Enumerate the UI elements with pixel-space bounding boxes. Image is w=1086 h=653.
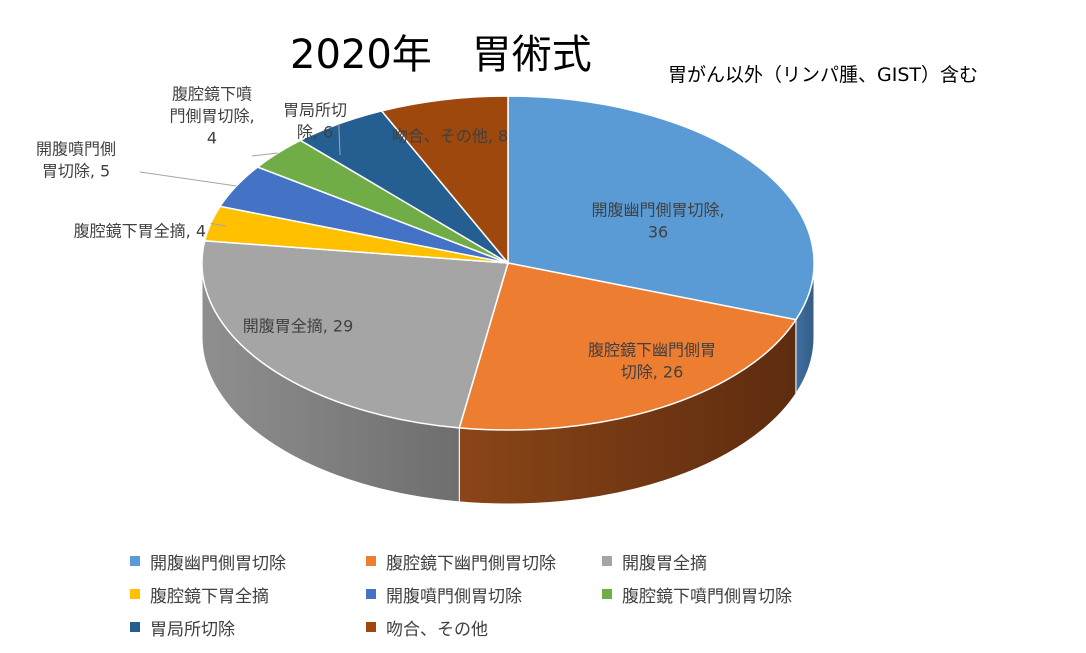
legend-item: 腹腔鏡下噴門側胃切除 xyxy=(602,581,838,607)
legend-item: 胃局所切除 xyxy=(130,614,366,640)
legend-label: 胃局所切除 xyxy=(150,619,235,640)
chart-subtitle: 胃がん以外（リンパ腫、GIST）含む xyxy=(668,64,978,86)
data-label-2: 腹腔鏡下幽門側胃切除, 26 xyxy=(588,341,716,382)
legend-item: 開腹幽門側胃切除 xyxy=(130,548,366,574)
legend-label: 腹腔鏡下胃全摘 xyxy=(150,586,269,607)
legend-label: 開腹幽門側胃切除 xyxy=(150,553,286,574)
legend-item: 開腹胃全摘 xyxy=(602,548,838,574)
data-label-4: 腹腔鏡下胃全摘, 4 xyxy=(74,222,206,241)
legend-item: 腹腔鏡下幽門側胃切除 xyxy=(366,548,602,574)
leader-line-4 xyxy=(210,222,227,227)
legend-label: 開腹胃全摘 xyxy=(622,553,707,574)
legend-label: 吻合、その他 xyxy=(386,619,488,640)
pie-slice-2 xyxy=(458,262,798,431)
pie-slice-8 xyxy=(380,95,509,266)
pie-chart: 開腹幽門側胃切除, 36 腹腔鏡下幽門側胃切除, 26 開腹胃全摘, 29 腹腔鏡下胃全… xyxy=(36,85,815,505)
legend-label: 腹腔鏡下幽門側胃切除 xyxy=(386,553,556,574)
pie-slice-1 xyxy=(507,95,815,321)
legend-swatch xyxy=(130,589,140,599)
leader-line-7 xyxy=(338,123,341,156)
legend-swatch xyxy=(366,556,376,566)
data-label-7: 胃局所切除, 6 xyxy=(283,101,347,142)
legend-item: 腹腔鏡下胃全摘 xyxy=(130,581,366,607)
data-label-3: 開腹胃全摘, 29 xyxy=(243,317,354,336)
data-label-6: 腹腔鏡下噴門側胃切除, 4 xyxy=(169,85,254,148)
data-label-5: 開腹噴門側胃切除, 5 xyxy=(36,140,116,181)
legend-label: 開腹噴門側胃切除 xyxy=(386,586,522,607)
pie-sides xyxy=(201,262,815,505)
pie-labels: 開腹幽門側胃切除, 36 腹腔鏡下幽門側胃切除, 26 開腹胃全摘, 29 腹腔鏡下胃全… xyxy=(36,85,725,382)
data-label-8: 吻合、その他, 8 xyxy=(392,127,508,146)
chart-title: 2020年 胃術式 xyxy=(290,32,592,78)
legend-swatch xyxy=(602,589,612,599)
leader-line-5 xyxy=(139,171,237,187)
legend-item: 開腹噴門側胃切除 xyxy=(366,581,602,607)
legend-label: 腹腔鏡下噴門側胃切除 xyxy=(622,586,792,607)
pie-slice-3 xyxy=(201,240,509,429)
legend-swatch xyxy=(602,556,612,566)
legend-swatch xyxy=(366,589,376,599)
pie-top xyxy=(201,95,815,431)
legend-item: 吻合、その他 xyxy=(366,614,602,640)
data-label-1: 開腹幽門側胃切除, 36 xyxy=(591,201,724,242)
leader-line-6 xyxy=(251,152,278,157)
pie-leaders xyxy=(139,123,341,227)
legend-swatch xyxy=(130,622,140,632)
legend-swatch xyxy=(366,622,376,632)
legend: 開腹幽門側胃切除 腹腔鏡下幽門側胃切除 開腹胃全摘腹腔鏡下胃全摘 開腹噴門側胃切除 腹腔… xyxy=(130,548,890,640)
legend-swatch xyxy=(130,556,140,566)
